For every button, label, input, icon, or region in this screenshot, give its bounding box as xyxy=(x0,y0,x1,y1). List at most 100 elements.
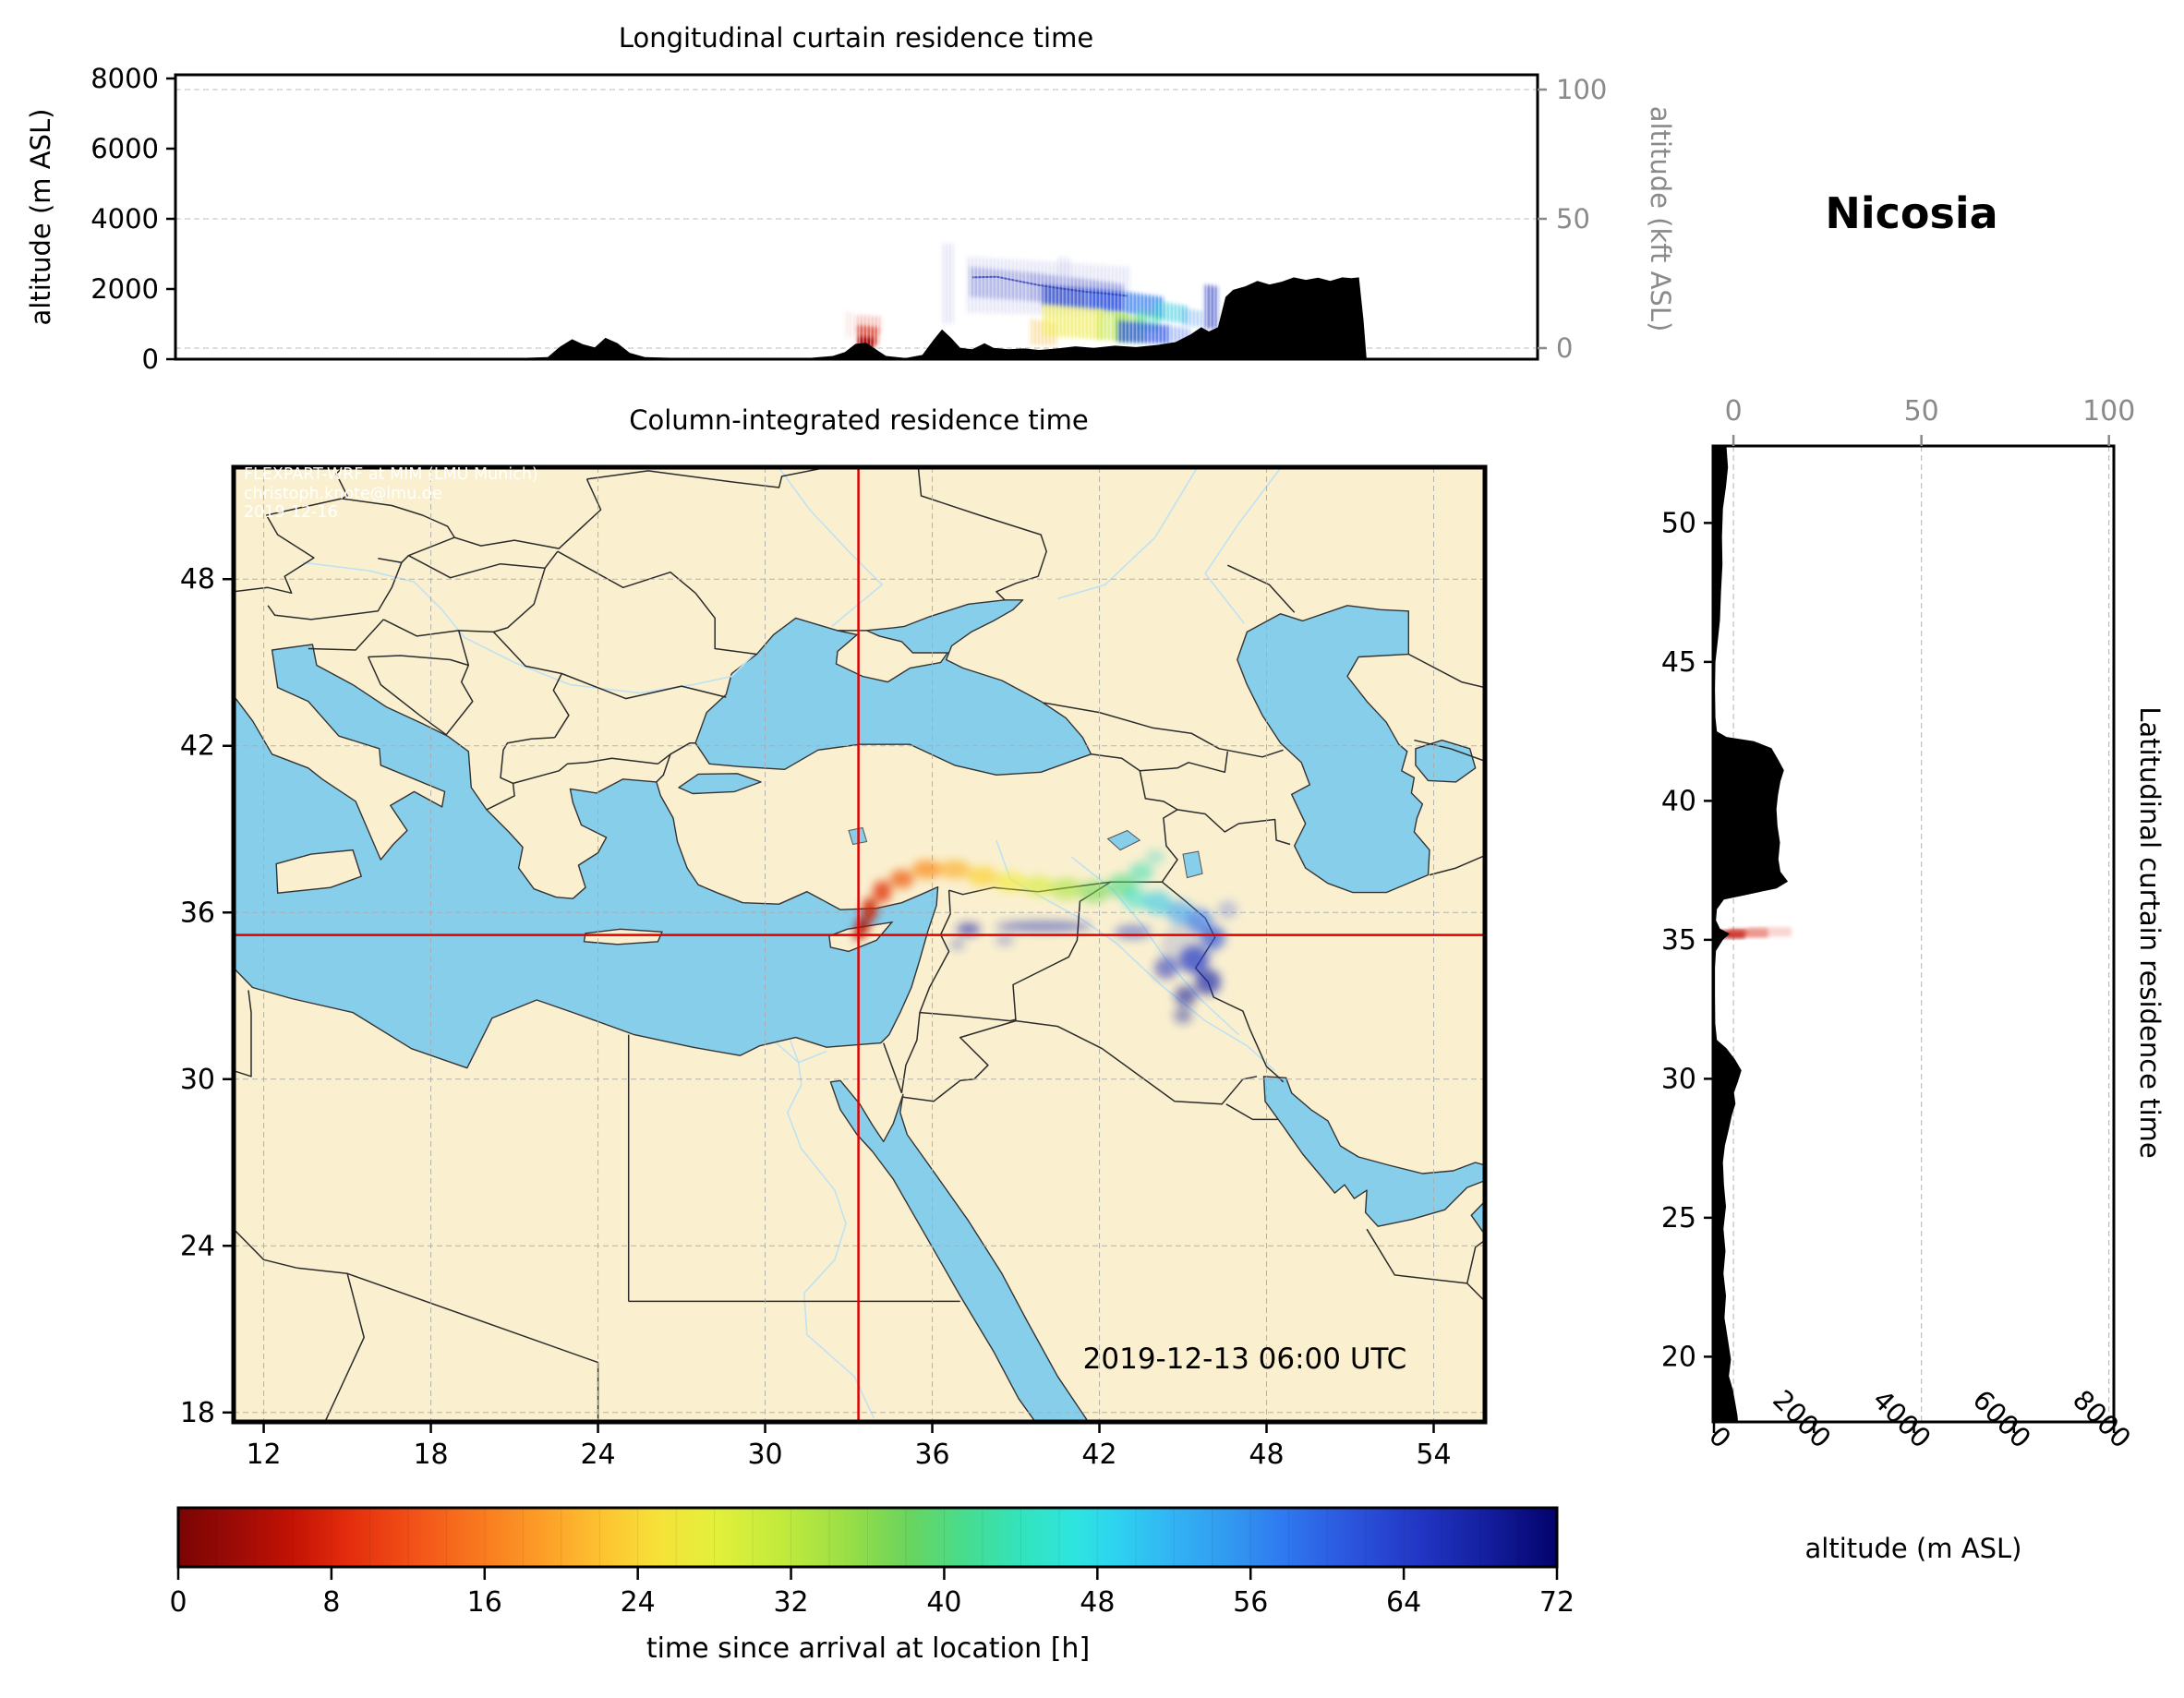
attribution-line: FLEXPART-WRF at MIM (LMU Munich) xyxy=(244,465,538,484)
map-ytick-label: 48 xyxy=(180,563,215,596)
colorbar-tick-label: 64 xyxy=(1386,1586,1421,1619)
top-ytick-label: 2000 xyxy=(90,273,159,305)
colorbar-tick-label: 24 xyxy=(621,1586,656,1619)
map-xtick-label: 18 xyxy=(413,1439,448,1471)
country-border xyxy=(919,1011,1017,1022)
right-lat-tick-label: 45 xyxy=(1661,646,1696,679)
map-xtick-label: 36 xyxy=(914,1439,949,1471)
country-border xyxy=(234,1228,297,1270)
right-lat-tick-label: 40 xyxy=(1661,785,1696,817)
country-border xyxy=(234,990,252,1078)
country-border xyxy=(296,1267,365,1422)
river xyxy=(798,1050,827,1064)
country-border xyxy=(561,672,727,700)
top-ytick-label: 0 xyxy=(142,343,159,375)
lake xyxy=(1182,850,1203,879)
right-panel-side-label: Latitudinal curtain residence time xyxy=(2134,706,2166,1159)
top-kft-tick-label: 50 xyxy=(1556,203,1590,235)
sea-persian-gulf xyxy=(1262,1076,1485,1227)
sea-oman-gulf xyxy=(1470,1200,1485,1235)
plume-blob xyxy=(1145,849,1164,865)
plume-blob xyxy=(995,934,1014,946)
map-ytick-label: 24 xyxy=(180,1230,215,1262)
colorbar-tick-label: 72 xyxy=(1539,1586,1575,1619)
map-xtick-label: 54 xyxy=(1416,1439,1451,1471)
right-lat-tick-label: 30 xyxy=(1661,1063,1696,1095)
country-border xyxy=(368,655,469,667)
terrain-profile-longitude xyxy=(175,277,1538,359)
plume-blob xyxy=(1175,985,1198,1006)
country-border xyxy=(1161,809,1178,883)
country-border xyxy=(408,550,559,579)
country-border xyxy=(308,619,384,651)
colorbar-tick-label: 40 xyxy=(926,1586,961,1619)
top-panel-frame xyxy=(174,73,1539,361)
right-lat-tick-label: 20 xyxy=(1661,1341,1696,1373)
plume-blob xyxy=(1114,924,1152,940)
island xyxy=(275,849,363,894)
right-curtain-panel xyxy=(1713,446,2110,1422)
right-lat-tick-label: 50 xyxy=(1661,507,1696,539)
sea-med-sea xyxy=(234,644,939,1069)
country-border xyxy=(1139,770,1178,811)
colorbar-tick-label: 32 xyxy=(773,1586,808,1619)
right-lat-tick-label: 35 xyxy=(1661,924,1696,957)
country-border xyxy=(445,630,474,736)
country-border xyxy=(368,656,447,736)
map-panel xyxy=(234,467,1485,1422)
plume-blob xyxy=(994,872,1026,893)
right-panel-xlabel: altitude (m ASL) xyxy=(1804,1533,2022,1564)
plume-blob xyxy=(1174,1006,1193,1024)
right-alt-tick-label: 0 xyxy=(1703,1420,1737,1454)
map-xtick-label: 30 xyxy=(747,1439,782,1471)
country-border xyxy=(900,890,951,1093)
right-alt-tick-label: 6000 xyxy=(1967,1384,2037,1454)
right-kft-tick-label: 100 xyxy=(2082,395,2135,428)
country-border xyxy=(492,631,570,739)
colorbar-label: time since arrival at location [h] xyxy=(646,1632,1091,1665)
terrain-profile-latitude xyxy=(1713,446,1789,1422)
country-border xyxy=(513,757,658,785)
residence-time-plume xyxy=(853,849,1238,1024)
right-alt-tick-label: 4000 xyxy=(1866,1384,1937,1454)
river xyxy=(786,1040,875,1419)
country-border xyxy=(670,741,696,755)
colorbar-frame xyxy=(176,1506,1559,1569)
plume-blob xyxy=(1022,875,1055,897)
map-frame xyxy=(231,464,1488,1425)
sea-marmara-sea xyxy=(678,773,762,795)
country-border xyxy=(1407,653,1485,689)
map-panel-title: Column-integrated residence time xyxy=(629,404,1089,436)
right-kft-tick-label: 50 xyxy=(1904,395,1939,428)
country-border xyxy=(1466,1239,1485,1284)
crimea-peninsula xyxy=(835,630,949,683)
top-kft-tick-label: 100 xyxy=(1556,74,1607,105)
sea-red-sea xyxy=(829,1079,1090,1422)
right-red-streak xyxy=(1729,928,1768,937)
map-xtick-label: 12 xyxy=(246,1439,281,1471)
river xyxy=(1057,467,1198,600)
plume-blob xyxy=(1050,877,1082,900)
right-alt-tick-label: 8000 xyxy=(2067,1384,2137,1454)
sea-black-azov-sea xyxy=(694,599,1092,776)
lake xyxy=(1106,829,1141,851)
map-xtick-label: 48 xyxy=(1249,1439,1284,1471)
country-border xyxy=(1176,809,1291,846)
country-border xyxy=(557,550,757,656)
plume-blob xyxy=(995,921,1092,933)
country-border xyxy=(453,478,602,549)
colorbar-tick-label: 8 xyxy=(322,1586,340,1619)
country-border xyxy=(346,1272,598,1364)
right-alt-tick-label: 2000 xyxy=(1767,1384,1837,1454)
map-ytick-label: 30 xyxy=(180,1064,215,1096)
attribution-line: christoph.knote@lmu.de xyxy=(244,484,442,503)
top-panel-ylabel-right: altitude (kft ASL) xyxy=(1645,105,1676,332)
sea-caspian-sea xyxy=(1237,605,1430,894)
map-xtick-label: 42 xyxy=(1081,1439,1116,1471)
right-red-streak xyxy=(1748,927,1792,937)
country-border xyxy=(917,467,1047,601)
country-border xyxy=(234,467,348,595)
plume-blob xyxy=(873,880,892,903)
